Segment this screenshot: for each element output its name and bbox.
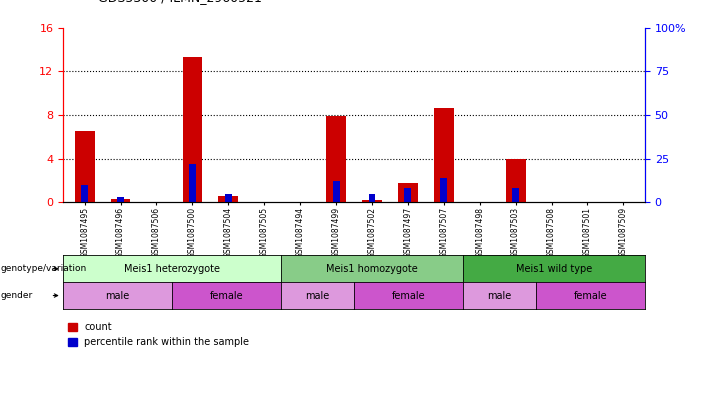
Bar bbox=[332, 182, 339, 202]
Text: GDS5300 / ILMN_2960521: GDS5300 / ILMN_2960521 bbox=[98, 0, 262, 4]
Text: Meis1 heterozygote: Meis1 heterozygote bbox=[124, 264, 220, 274]
Text: female: female bbox=[573, 290, 607, 301]
Bar bbox=[440, 178, 447, 202]
Text: female: female bbox=[210, 290, 243, 301]
Bar bbox=[434, 108, 454, 202]
Bar bbox=[75, 131, 95, 202]
Bar bbox=[512, 188, 519, 202]
Text: gender: gender bbox=[1, 291, 33, 300]
Bar bbox=[369, 194, 376, 202]
Bar bbox=[505, 159, 526, 202]
Text: Meis1 wild type: Meis1 wild type bbox=[516, 264, 592, 274]
Bar bbox=[404, 188, 411, 202]
Text: male: male bbox=[487, 290, 512, 301]
Bar bbox=[398, 183, 418, 202]
Bar bbox=[182, 57, 203, 202]
Text: Meis1 homozygote: Meis1 homozygote bbox=[326, 264, 418, 274]
Bar bbox=[326, 116, 346, 202]
Text: male: male bbox=[106, 290, 130, 301]
Text: genotype/variation: genotype/variation bbox=[1, 264, 87, 273]
Text: male: male bbox=[306, 290, 329, 301]
Bar bbox=[225, 194, 232, 202]
Bar bbox=[117, 197, 124, 202]
Legend: count, percentile rank within the sample: count, percentile rank within the sample bbox=[68, 322, 250, 347]
Bar bbox=[189, 164, 196, 202]
Bar bbox=[111, 199, 130, 202]
Bar bbox=[219, 196, 238, 202]
Text: female: female bbox=[392, 290, 426, 301]
Bar bbox=[362, 200, 382, 202]
Bar bbox=[81, 185, 88, 202]
